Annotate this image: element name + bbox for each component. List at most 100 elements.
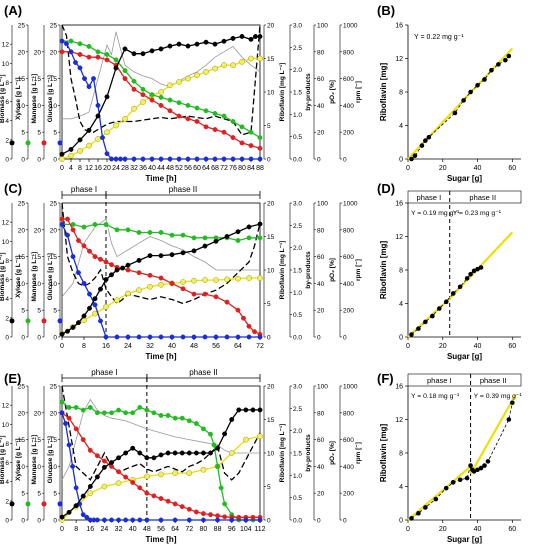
po2-tick-label: 40	[317, 103, 325, 110]
data-point-glucose	[257, 156, 263, 162]
byproducts-tick-label: 1.5	[293, 451, 302, 458]
yield-annotation: Y = 0.23 mg g⁻¹	[453, 210, 502, 217]
xylose-tick-label: 25	[18, 384, 26, 391]
data-point	[457, 284, 463, 290]
x-tick-label: 4	[69, 165, 73, 172]
x-tick-label: 88	[214, 526, 222, 533]
data-point-glucose	[235, 334, 241, 340]
byproducts-tick-label: 1.5	[293, 90, 302, 97]
data-point-xylose	[222, 501, 228, 507]
data-point-biomass	[113, 65, 119, 71]
data-point-glucose	[77, 65, 83, 71]
glucose-tick-label: 15	[50, 76, 58, 83]
data-point-biomass	[125, 262, 131, 268]
data-point-glucose	[203, 156, 209, 162]
x-tick-label: 60	[508, 165, 516, 172]
y-axis-label: Riboflavin [mg]	[379, 424, 388, 483]
rpm-tick-label: 600	[343, 76, 354, 83]
data-point-mannose	[80, 437, 86, 443]
mannose-axis-label: Mannose [g L⁻¹]	[31, 74, 38, 124]
riboflavin-tick-label: 15	[267, 234, 275, 241]
data-point-biomass	[120, 265, 125, 271]
data-point	[471, 469, 477, 474]
data-point-mannose	[87, 248, 92, 254]
mannose-tick-label: 5	[37, 491, 41, 498]
series-line-rpm	[61, 398, 260, 480]
series-line-riboflavin	[61, 57, 260, 160]
phase-label: phase II	[169, 185, 197, 194]
y-tick-label: 16	[395, 23, 403, 30]
mannose-tick-label: 10	[34, 103, 42, 110]
data-point-glucose	[94, 517, 100, 523]
data-point-glucose	[130, 517, 136, 523]
data-point-biomass	[257, 221, 263, 227]
data-point-glucose	[116, 517, 122, 523]
panel-label: (E)	[4, 371, 21, 386]
data-point-biomass	[248, 36, 254, 42]
riboflavin-tick-label: 5	[267, 123, 271, 130]
data-point-riboflavin	[113, 122, 119, 129]
byproducts-tick-label: 2.0	[293, 428, 302, 435]
data-point-biomass	[213, 238, 219, 244]
rpm-tick-label: 800	[343, 227, 354, 234]
mannose-tick-label: 20	[34, 227, 42, 234]
data-point	[452, 110, 458, 116]
data-point-biomass	[81, 313, 87, 319]
riboflavin-tick-label: 15	[267, 417, 275, 424]
mannose-tick-label: 5	[37, 130, 41, 137]
xylose-tick-label: 25	[18, 23, 26, 30]
x-tick-label: 16	[86, 526, 94, 533]
data-point-glucose	[103, 334, 109, 340]
glucose-legend-marker	[57, 318, 63, 324]
data-point-biomass	[131, 51, 137, 57]
data-point-xylose	[140, 86, 146, 92]
data-point-mannose	[252, 329, 257, 335]
data-point-glucose	[109, 517, 114, 523]
panel-label: (A)	[4, 3, 22, 18]
po2-tick-label: 80	[317, 410, 325, 417]
data-point-biomass	[167, 43, 173, 49]
panel-d: (D) 0 20 40 60 0 4 8 12 16 Sugar [g] Riboflavin [mg…	[377, 181, 522, 361]
data-point-mannose	[224, 299, 230, 305]
yield-annotation: Y = 0.39 mg g⁻¹	[474, 393, 523, 400]
x-tick-label: 16	[94, 165, 102, 172]
data-point-glucose	[176, 156, 182, 162]
biomass-tick-label: 12	[2, 42, 10, 49]
data-point-glucose	[92, 302, 98, 308]
y-tick-label: 4	[399, 301, 403, 308]
x-tick-label: 48	[190, 343, 198, 350]
po2-tick-label: 80	[317, 49, 325, 56]
data-point-biomass	[136, 257, 142, 263]
data-point	[416, 326, 421, 331]
data-point-biomass	[257, 407, 263, 413]
data-point-mannose	[257, 145, 263, 151]
data-point	[464, 475, 470, 481]
data-point-riboflavin	[224, 276, 230, 283]
data-point-mannose	[104, 57, 110, 63]
data-point-biomass	[140, 51, 146, 57]
y-tick-label: 8	[399, 451, 403, 458]
data-point-biomass	[202, 243, 208, 249]
data-point-biomass	[229, 417, 235, 422]
data-point-xylose	[73, 404, 79, 410]
data-point-biomass	[59, 151, 65, 157]
byproducts-tick-label: 2.5	[293, 45, 302, 52]
x-tick-label: 32	[115, 526, 123, 533]
glucose-tick-label: 20	[50, 227, 58, 234]
data-point	[475, 467, 480, 473]
data-point	[461, 98, 466, 103]
data-point-mannose	[239, 140, 245, 146]
data-point-glucose	[212, 156, 218, 162]
data-point-riboflavin	[257, 433, 263, 440]
po2-tick-label: 20	[317, 491, 325, 498]
data-point-xylose	[114, 227, 120, 233]
mannose-tick-label: 5	[37, 308, 41, 315]
riboflavin-tick-label: 15	[267, 56, 275, 63]
data-point	[443, 299, 449, 305]
data-point-xylose	[191, 235, 197, 241]
data-point-xylose	[86, 43, 92, 49]
xylose-tick-label: 5	[21, 491, 25, 498]
data-point-mannose	[66, 415, 72, 421]
